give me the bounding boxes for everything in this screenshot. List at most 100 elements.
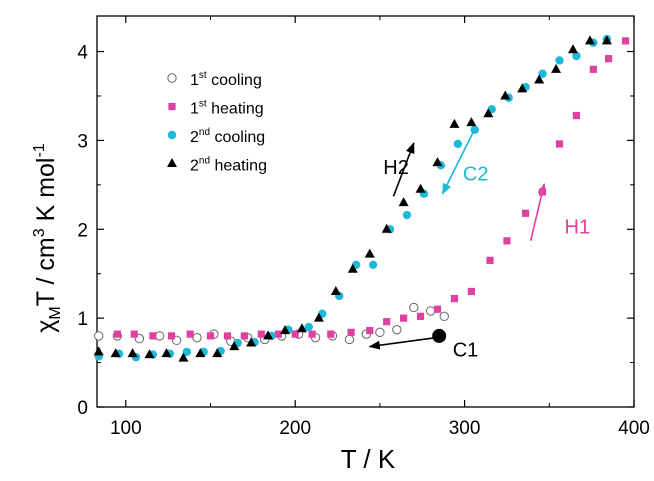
data-point	[127, 348, 138, 358]
data-point	[223, 332, 232, 340]
data-point	[450, 294, 459, 303]
data-point	[500, 90, 511, 100]
data-point	[182, 347, 191, 357]
data-point	[304, 322, 313, 332]
data-point	[538, 69, 547, 78]
data-point	[257, 330, 265, 338]
annotation-label: H2	[383, 157, 409, 179]
data-point	[313, 312, 324, 322]
legend-label: 2nd cooling	[190, 127, 265, 146]
data-point	[534, 74, 545, 84]
data-point	[240, 332, 248, 340]
legend-label-text: heating	[207, 101, 264, 118]
data-point	[130, 330, 138, 338]
legend-marker	[168, 102, 176, 111]
data-point	[416, 312, 425, 320]
data-point	[167, 332, 176, 340]
y-axis-label-sup: -1	[31, 143, 48, 157]
data-point	[400, 314, 408, 322]
legend-label-superscript: st	[199, 70, 207, 81]
data-point	[347, 263, 358, 273]
data-point	[433, 305, 442, 313]
data-point	[589, 65, 597, 73]
data-point	[568, 44, 579, 54]
series-1st-cooling	[93, 302, 449, 346]
data-point	[381, 223, 392, 233]
data-point	[584, 35, 595, 45]
data-point	[344, 334, 355, 345]
data-point	[551, 63, 562, 73]
data-point	[449, 118, 460, 128]
data-point	[263, 330, 274, 340]
y-tick-label: 3	[77, 131, 88, 152]
annotation-label: C2	[463, 163, 489, 185]
data-point	[154, 331, 165, 341]
data-point	[186, 330, 194, 338]
data-point	[392, 324, 402, 335]
data-point	[93, 331, 104, 341]
data-point	[161, 348, 172, 358]
data-point	[149, 332, 157, 340]
data-point	[280, 325, 291, 335]
annotation-arrow	[368, 336, 436, 350]
y-tick-label: 0	[77, 398, 88, 419]
data-point	[113, 330, 121, 338]
data-point	[296, 323, 307, 333]
x-axis-label: T / K	[341, 444, 396, 474]
legend-label-superscript: nd	[199, 127, 210, 138]
data-point	[246, 337, 257, 347]
legend-label-number: 1	[190, 72, 199, 89]
annotation-arrow	[529, 182, 547, 242]
data-point	[291, 330, 299, 338]
ticks	[97, 16, 635, 408]
data-point	[402, 210, 412, 220]
legend-label: 1st heating	[190, 99, 264, 118]
data-point	[330, 285, 341, 295]
legend-label-text: cooling	[210, 129, 265, 146]
legend-label-superscript: st	[199, 99, 207, 110]
data-point	[555, 140, 564, 148]
legend-marker	[167, 73, 177, 83]
tick-labels: 100 200 300 400 0 1 2 3 4	[77, 43, 649, 439]
data-point	[572, 51, 581, 61]
data-point	[555, 56, 564, 65]
legend-marker	[167, 130, 177, 140]
y-tick-label: 4	[77, 43, 88, 64]
data-point	[572, 111, 581, 120]
data-point	[453, 139, 463, 149]
data-point	[366, 326, 374, 335]
annotation-label: H1	[565, 217, 591, 239]
x-tick-label: 400	[618, 418, 650, 439]
legend-label-text: heating	[210, 158, 267, 175]
data-point	[144, 349, 155, 359]
data-point	[503, 237, 511, 245]
data-point	[192, 332, 202, 343]
legend-label-text: cooling	[207, 72, 262, 89]
y-axis-label-mid: T / cm	[32, 237, 60, 306]
legend-label-number: 2	[190, 129, 199, 146]
y-axis-label-tail: K mol	[32, 158, 60, 229]
legend-marker	[167, 158, 177, 167]
data-point	[93, 346, 104, 356]
legend-label: 1st cooling	[190, 70, 262, 89]
data-point	[206, 332, 215, 340]
data-point	[383, 318, 391, 326]
legend-label-number: 1	[190, 101, 199, 118]
axes	[96, 15, 635, 408]
y-axis-label-chi: χ	[32, 320, 60, 333]
y-axis-label-sub: M	[47, 306, 64, 319]
data-point	[466, 117, 477, 127]
data-point	[347, 328, 355, 336]
data-point	[274, 330, 282, 338]
data-point	[415, 183, 426, 193]
y-tick-label: 2	[77, 220, 88, 241]
y-axis-label: χMT / cm3 K mol-1	[31, 143, 64, 333]
data-point	[364, 248, 375, 258]
data-point	[327, 330, 335, 338]
data-point	[212, 348, 223, 358]
data-point	[517, 83, 528, 93]
plot-frame	[96, 15, 635, 408]
y-tick-label: 1	[77, 309, 88, 330]
annotations: H2 C2 H1 C1	[368, 132, 591, 361]
